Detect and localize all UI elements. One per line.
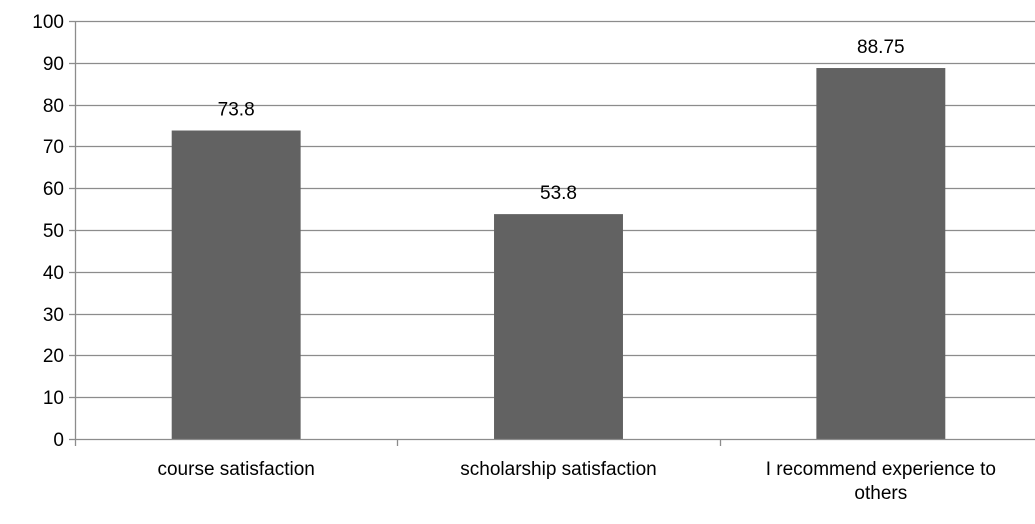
y-tick-label: 10 [43,388,64,409]
x-tick-label: scholarship satisfaction [460,459,656,480]
data-labels: 73.8 53.8 88.75 [218,37,905,204]
bar [171,130,301,440]
x-tick-labels: course satisfaction scholarship satisfact… [157,459,995,504]
axes [69,20,1035,446]
x-tick-label: I recommend experience to others [766,459,996,504]
bar [816,68,946,440]
y-tick-labels: 0 10 20 30 40 50 60 70 80 90 100 [32,12,64,451]
x-tick-label-line: course satisfaction [157,459,314,480]
x-tick-label-line: scholarship satisfaction [460,459,656,480]
y-tick-label: 100 [32,12,64,33]
y-tick-label: 60 [43,179,64,200]
data-label: 73.8 [218,100,255,121]
y-tick-label: 20 [43,346,64,367]
y-tick-label: 30 [43,305,64,326]
x-tick-label-line: others [854,483,907,504]
y-tick-label: 80 [43,96,64,117]
data-label: 88.75 [857,37,905,58]
y-tick-label: 50 [43,221,64,242]
x-tick-label: course satisfaction [157,459,314,480]
y-tick-label: 70 [43,137,64,158]
y-tick-label: 90 [43,54,64,75]
bar [494,214,623,439]
y-tick-label: 0 [53,430,64,451]
x-tick-label-line: I recommend experience to [766,459,996,480]
data-label: 53.8 [540,183,577,204]
y-tick-label: 40 [43,263,64,284]
bars [171,68,946,440]
